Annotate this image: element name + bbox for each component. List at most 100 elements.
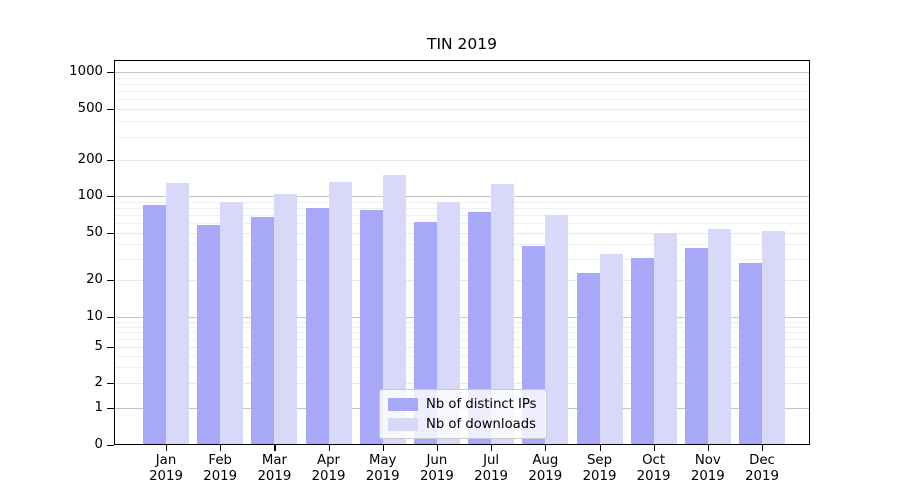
y-tick-1000 (107, 72, 114, 74)
gridline-minor-400 (114, 121, 810, 123)
bar-ips-oct (630, 257, 654, 445)
gridline-500 (114, 109, 810, 110)
gridline-5 (114, 347, 810, 348)
x-tick-jan (166, 445, 168, 451)
bar-downloads-may (382, 174, 406, 445)
y-tick-label-0: 0 (94, 437, 103, 452)
gridline-10 (114, 317, 810, 318)
y-tick-label-500: 500 (77, 101, 103, 116)
y-tick-5 (107, 347, 114, 349)
gridline-minor-90 (114, 201, 810, 203)
x-tick-label-feb: Feb 2019 (203, 453, 238, 484)
gridline-minor-60 (114, 223, 810, 225)
y-tick-label-20: 20 (86, 272, 103, 287)
x-tick-label-jan: Jan 2019 (149, 453, 183, 484)
x-tick-sep (599, 445, 601, 451)
y-tick-20 (107, 280, 114, 282)
x-tick-label-dec: Dec 2019 (745, 453, 779, 484)
legend-label-distinct-ips: Nb of distinct IPs (426, 396, 537, 412)
gridline-minor-40 (114, 244, 810, 246)
legend-item-downloads: Nb of downloads (388, 415, 537, 433)
gridline-minor-3 (114, 367, 810, 369)
bar-ips-dec (739, 262, 762, 445)
gridline-minor-80 (114, 207, 810, 209)
gridline-1000 (114, 72, 810, 73)
y-tick-500 (107, 109, 114, 111)
bar-downloads-mar (274, 194, 298, 445)
x-tick-may (382, 445, 384, 451)
legend: Nb of distinct IPs Nb of downloads (379, 389, 547, 439)
y-tick-label-10: 10 (86, 309, 103, 324)
x-tick-mar (274, 445, 276, 451)
bar-ips-sep (576, 272, 600, 445)
x-tick-dec (762, 445, 764, 451)
bar-downloads-oct (653, 233, 677, 445)
gridline-minor-8 (114, 326, 810, 328)
gridline-50 (114, 233, 810, 234)
bar-downloads-sep (599, 254, 623, 445)
legend-swatch-downloads (388, 417, 418, 431)
gridline-minor-6 (114, 339, 810, 341)
x-tick-feb (220, 445, 222, 451)
y-tick-label-1000: 1000 (69, 64, 103, 79)
y-tick-50 (107, 233, 114, 235)
y-tick-100 (107, 196, 114, 198)
y-tick-label-100: 100 (77, 188, 103, 203)
gridline-20 (114, 280, 810, 281)
bar-downloads-nov (707, 228, 731, 445)
gridline-minor-300 (114, 137, 810, 139)
gridline-minor-4 (114, 355, 810, 357)
x-tick-label-apr: Apr 2019 (311, 453, 346, 484)
y-tick-10 (107, 317, 114, 319)
bar-downloads-dec (762, 230, 785, 445)
x-tick-label-nov: Nov 2019 (690, 453, 725, 484)
y-tick-label-50: 50 (86, 225, 103, 240)
gridline-minor-30 (114, 259, 810, 261)
x-tick-jun (436, 445, 439, 451)
bar-downloads-jul (491, 183, 515, 445)
x-tick-jul (491, 445, 493, 451)
gridline-minor-800 (114, 83, 810, 85)
y-tick-1 (107, 408, 114, 410)
gridline-minor-600 (114, 99, 810, 101)
bar-ips-apr (305, 207, 329, 445)
bar-ips-jul (468, 212, 492, 445)
y-tick-label-2: 2 (94, 375, 103, 390)
x-tick-label-mar: Mar 2019 (257, 453, 292, 484)
gridline-minor-70 (114, 215, 810, 216)
legend-label-downloads: Nb of downloads (426, 416, 536, 432)
x-tick-nov (707, 445, 709, 451)
bar-ips-feb (197, 225, 221, 445)
y-tick-label-1: 1 (94, 400, 103, 415)
bar-downloads-feb (220, 201, 244, 445)
x-tick-label-aug: Aug 2019 (528, 453, 563, 484)
x-tick-label-jun: Jun 2019 (419, 453, 454, 484)
x-tick-label-sep: Sep 2019 (582, 453, 617, 484)
gridline-2 (114, 383, 810, 384)
legend-swatch-distinct-ips (388, 397, 418, 411)
gridline-minor-7 (114, 332, 810, 334)
gridline-100 (114, 196, 810, 197)
legend-item-distinct-ips: Nb of distinct IPs (388, 395, 537, 413)
bar-ips-nov (684, 248, 708, 445)
bar-downloads-jan (166, 183, 189, 445)
bar-downloads-apr (328, 182, 352, 445)
gridline-minor-900 (114, 77, 810, 79)
bar-downloads-aug (545, 215, 569, 445)
x-tick-label-jul: Jul 2019 (474, 453, 509, 484)
chart-title: TIN 2019 (426, 35, 497, 53)
gridline-200 (114, 160, 810, 161)
gridline-minor-700 (114, 91, 810, 92)
x-tick-oct (653, 445, 655, 451)
gridline-minor-9 (114, 321, 810, 323)
x-tick-label-oct: Oct 2019 (636, 453, 671, 484)
x-tick-aug (545, 445, 547, 451)
y-tick-0 (107, 445, 114, 447)
y-tick-2 (107, 383, 114, 385)
bar-ips-may (359, 210, 383, 445)
y-tick-200 (107, 160, 114, 162)
y-tick-label-5: 5 (94, 339, 103, 354)
x-tick-label-may: May 2019 (365, 453, 400, 484)
x-tick-apr (328, 445, 330, 451)
